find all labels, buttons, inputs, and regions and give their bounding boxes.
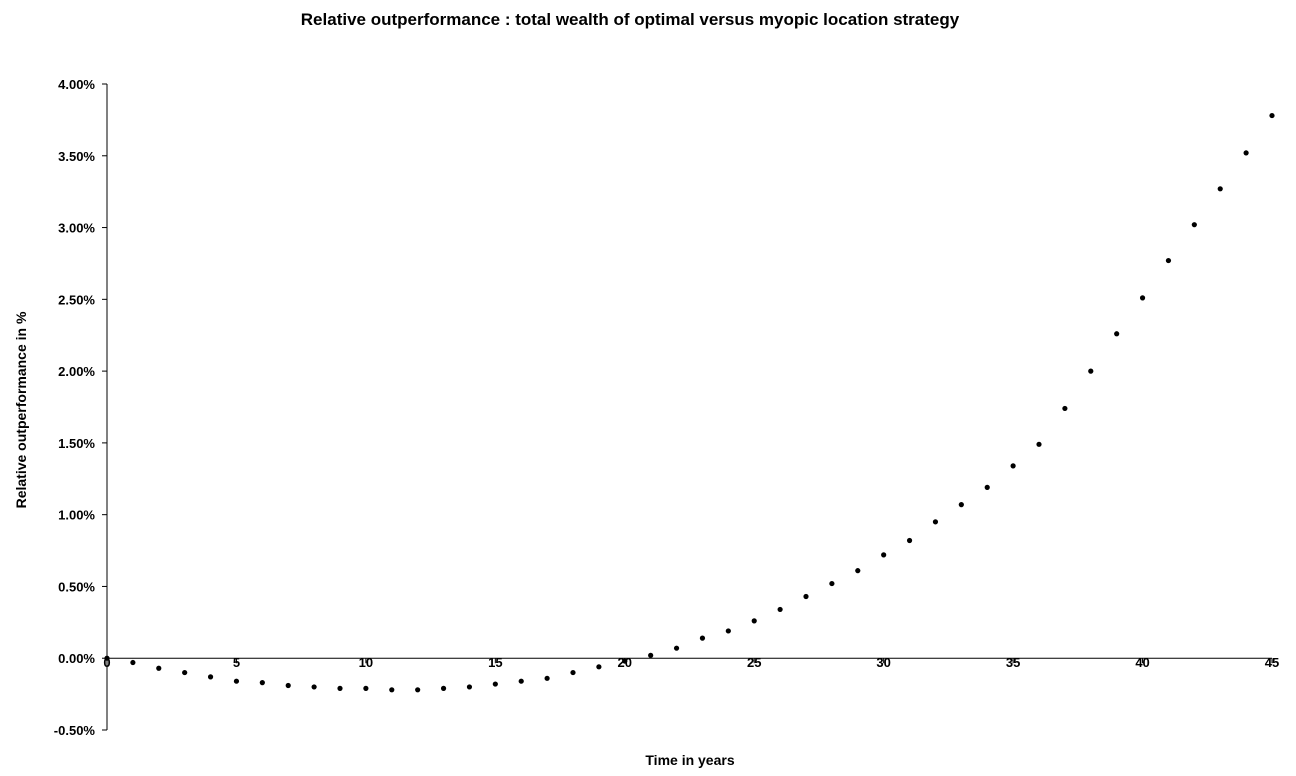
data-point bbox=[699, 635, 706, 641]
x-ticks: 051015202530354045 bbox=[103, 655, 1279, 670]
data-point bbox=[751, 618, 757, 624]
data-point bbox=[932, 519, 939, 525]
y-axis-label: Relative outperformance in % bbox=[13, 311, 29, 508]
data-point bbox=[1036, 441, 1042, 447]
x-axis-label: Time in years bbox=[645, 752, 734, 768]
x-tick-label: 5 bbox=[233, 655, 240, 670]
data-point bbox=[906, 537, 913, 544]
axes bbox=[106, 84, 1272, 730]
data-point bbox=[337, 685, 343, 691]
y-tick-label: 1.00% bbox=[58, 508, 95, 523]
data-point bbox=[1088, 368, 1094, 374]
data-point bbox=[311, 684, 317, 690]
x-tick-label: 35 bbox=[1006, 655, 1020, 670]
data-point bbox=[363, 685, 369, 691]
data-point bbox=[1139, 295, 1146, 301]
data-point bbox=[648, 652, 654, 658]
data-point bbox=[233, 678, 240, 684]
data-point bbox=[1269, 112, 1275, 119]
y-tick-label: 0.00% bbox=[58, 651, 95, 666]
data-point bbox=[803, 593, 809, 600]
y-tick-label: 0.50% bbox=[58, 579, 95, 594]
data-point bbox=[1191, 222, 1197, 228]
y-tick-label: 3.50% bbox=[58, 149, 95, 164]
data-point bbox=[881, 552, 887, 558]
data-point bbox=[130, 659, 136, 666]
data-point bbox=[207, 674, 214, 680]
data-point bbox=[440, 685, 447, 691]
y-tick-label: 4.00% bbox=[58, 77, 95, 92]
data-points bbox=[104, 112, 1275, 693]
data-point bbox=[777, 606, 783, 613]
x-tick-label: 0 bbox=[103, 655, 110, 670]
data-point bbox=[389, 687, 395, 693]
data-point bbox=[156, 665, 162, 671]
x-tick-label: 30 bbox=[876, 655, 890, 670]
data-point bbox=[1062, 405, 1068, 412]
data-point bbox=[596, 664, 602, 670]
data-point bbox=[415, 687, 421, 693]
y-tick-label: 3.00% bbox=[58, 221, 95, 236]
data-point bbox=[673, 645, 680, 651]
x-tick-label: 25 bbox=[747, 655, 761, 670]
data-point bbox=[182, 669, 188, 676]
data-point bbox=[259, 680, 265, 686]
y-tick-label: 1.50% bbox=[58, 436, 95, 451]
data-point bbox=[285, 682, 291, 689]
x-tick-label: 40 bbox=[1135, 655, 1149, 670]
data-point bbox=[518, 678, 524, 684]
y-ticks: -0.50% 0.00% 0.50% 1.00% 1.50% 2.00% 2.50% 3.00… bbox=[54, 77, 107, 738]
data-point bbox=[622, 658, 628, 664]
data-point bbox=[1165, 257, 1172, 264]
data-point bbox=[1243, 150, 1249, 156]
data-point bbox=[984, 484, 990, 490]
x-tick-label: 15 bbox=[488, 655, 502, 670]
chart-title: Relative outperformance : total wealth o… bbox=[301, 10, 960, 29]
data-point bbox=[104, 655, 110, 661]
x-tick-label: 45 bbox=[1265, 655, 1279, 670]
x-tick-label: 10 bbox=[359, 655, 373, 670]
y-tick-label: 2.00% bbox=[58, 364, 95, 379]
data-point bbox=[492, 681, 498, 687]
y-tick-label: -0.50% bbox=[54, 723, 96, 738]
data-point bbox=[570, 669, 576, 676]
data-point bbox=[829, 580, 835, 587]
data-point bbox=[725, 628, 731, 634]
data-point bbox=[466, 684, 473, 690]
data-point bbox=[855, 568, 861, 574]
data-point bbox=[1010, 463, 1016, 469]
data-point bbox=[1114, 331, 1120, 337]
data-point bbox=[958, 502, 964, 508]
y-tick-label: 2.50% bbox=[58, 292, 95, 307]
data-point bbox=[544, 675, 550, 681]
data-point bbox=[1217, 186, 1223, 192]
